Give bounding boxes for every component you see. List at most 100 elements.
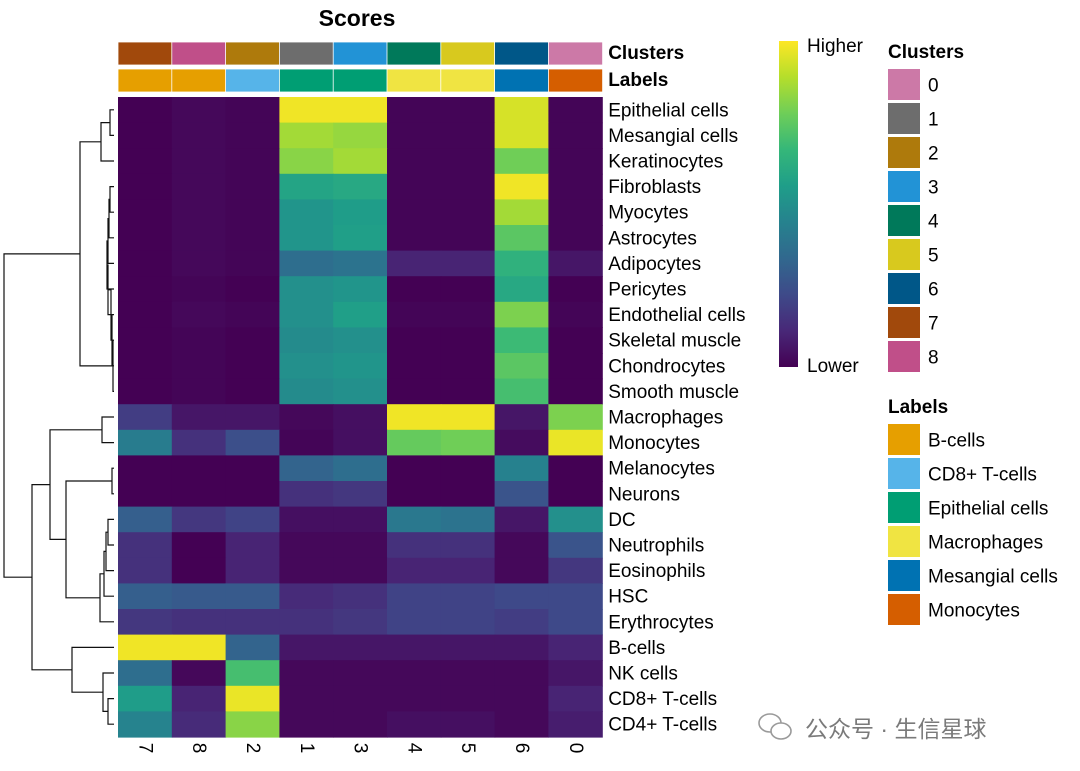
row-label-smooth-muscle: Smooth muscle [608, 382, 739, 403]
heatmap-cell [440, 455, 496, 482]
heatmap-cell [171, 429, 227, 456]
heatmap-cell [387, 532, 442, 559]
heatmap-cell [171, 455, 227, 482]
heatmap-cell [494, 250, 549, 277]
heatmap-cell [118, 634, 173, 661]
heatmap-cell [225, 97, 280, 124]
annotation-cell-clusters [117, 41, 173, 66]
heatmap-cell [548, 481, 603, 508]
heatmap-cell [118, 378, 173, 405]
heatmap-cell [548, 583, 603, 610]
heatmap-cell [171, 660, 227, 687]
row-label-keratinocytes: Keratinocytes [608, 152, 723, 173]
legend-item-cd8-t-cells: CD8+ T-cells [928, 465, 1037, 486]
heatmap-cell [440, 685, 496, 712]
heatmap-cell [494, 685, 549, 712]
heatmap-cell [387, 685, 442, 712]
column-label-6: 6 [511, 743, 532, 754]
heatmap-cell [333, 404, 388, 431]
heatmap-cell [333, 353, 388, 380]
column-label-0: 0 [565, 743, 586, 754]
heatmap-cell [171, 97, 227, 124]
heatmap-cell [387, 173, 442, 200]
annotation-cell-labels [225, 68, 281, 93]
heatmap-cell [279, 225, 334, 252]
heatmap-cell [279, 173, 334, 200]
heatmap-cell [440, 148, 496, 175]
row-label-macrophages: Macrophages [608, 408, 723, 429]
heatmap-cell [494, 378, 549, 405]
dendrogram-branch [101, 416, 114, 444]
heatmap-cell [171, 404, 227, 431]
dendrogram-branch [109, 109, 114, 136]
heatmap-cell [494, 481, 549, 508]
heatmap-cell [171, 199, 227, 226]
heatmap-cell [440, 660, 496, 687]
heatmap-cell [440, 557, 496, 584]
heatmap-cell [440, 225, 496, 252]
heatmap-cell [225, 148, 280, 175]
row-label-skeletal-muscle: Skeletal muscle [608, 331, 741, 352]
dendrogram-branch [109, 186, 114, 213]
heatmap-cell [225, 609, 280, 636]
heatmap-cell [494, 404, 549, 431]
heatmap-cell [387, 225, 442, 252]
legend-swatch-4 [888, 205, 920, 236]
wechat-bubble-small [770, 722, 792, 740]
heatmap-cell [279, 378, 334, 405]
heatmap-cell [387, 301, 442, 328]
heatmap-cell [279, 404, 334, 431]
heatmap-cell [333, 378, 388, 405]
heatmap-cell [279, 557, 334, 584]
heatmap-cell [333, 97, 388, 124]
heatmap-cell [118, 225, 173, 252]
heatmap-cell [387, 378, 442, 405]
heatmap-cell [225, 455, 280, 482]
heatmap-cell [548, 353, 603, 380]
heatmap-cell [279, 609, 334, 636]
heatmap-cell [494, 557, 549, 584]
legend-item-4: 4 [928, 212, 939, 233]
heatmap-cell [387, 609, 442, 636]
heatmap-cell [548, 199, 603, 226]
heatmap-cell [118, 685, 173, 712]
heatmap-cell [279, 429, 334, 456]
heatmap-cell [333, 122, 388, 149]
row-label-myocytes: Myocytes [608, 203, 688, 224]
heatmap-cell [494, 660, 549, 687]
heatmap-cell [279, 481, 334, 508]
heatmap-cell [548, 225, 603, 252]
heatmap-cell [387, 506, 442, 533]
heatmap-cell [279, 97, 334, 124]
legend-item-8: 8 [928, 348, 939, 369]
heatmap-cell [279, 455, 334, 482]
heatmap-cell [171, 609, 227, 636]
watermark-text: 公众号 · 生信星球 [805, 716, 986, 742]
colorbar: Higher Lower [779, 36, 864, 377]
row-label-dc: DC [608, 510, 635, 531]
heatmap-cell [494, 455, 549, 482]
heatmap-cell [494, 634, 549, 661]
heatmap-cell [440, 404, 496, 431]
heatmap-cell [171, 301, 227, 328]
annotation-cell-labels [117, 68, 173, 93]
row-dendrogram [3, 109, 114, 725]
heatmap-cell [440, 506, 496, 533]
heatmap-cell [548, 276, 603, 303]
row-label-melanocytes: Melanocytes [608, 459, 715, 480]
heatmap-cell [171, 634, 227, 661]
heatmap-cell [494, 429, 549, 456]
row-label-cd4-t-cells: CD4+ T-cells [608, 715, 717, 736]
heatmap-cell [171, 148, 227, 175]
heatmap-cell [333, 481, 388, 508]
row-label-hsc: HSC [608, 587, 648, 608]
heatmap-cell [279, 353, 334, 380]
heatmap-cell [333, 685, 388, 712]
legend-swatch-8 [888, 341, 920, 372]
watermark: 公众号 · 生信星球 [758, 713, 986, 742]
heatmap-cell [333, 634, 388, 661]
heatmap-cell [387, 122, 442, 149]
heatmap-cell [494, 122, 549, 149]
annotation-cell-clusters [548, 41, 604, 66]
heatmap-cell [440, 378, 496, 405]
